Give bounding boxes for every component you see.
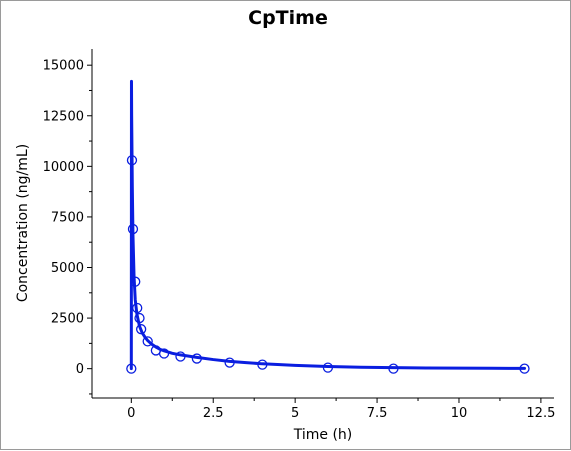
observed-data-point — [158, 348, 170, 359]
axes — [91, 49, 554, 399]
observed-data-point — [322, 362, 334, 373]
x-tick-label: 12.5 — [526, 406, 555, 421]
observed-data-point — [126, 363, 137, 374]
x-tick-label: 10 — [451, 406, 468, 421]
observed-data-point — [224, 357, 235, 368]
x-tick-label: 7.5 — [367, 406, 388, 421]
x-axis-title: Time (h) — [293, 427, 353, 443]
x-tick-label: 2.5 — [203, 406, 224, 421]
data-series — [126, 79, 530, 374]
observed-data-point — [142, 336, 153, 347]
chart-title: CpTime — [248, 7, 328, 29]
observed-data-point — [130, 276, 141, 287]
observed-data-point — [519, 363, 530, 374]
x-axis-ticks: 0 2.5 5 7.5 10 12.5 — [127, 398, 555, 421]
y-tick-label: 7500 — [51, 210, 84, 225]
fitted-curve-line — [129, 79, 527, 371]
observed-data-point — [126, 155, 138, 166]
y-tick-label: 0 — [76, 362, 84, 377]
observed-data-point — [388, 363, 399, 374]
y-axis-title: Concentration (ng/mL) — [15, 144, 31, 302]
y-tick-label: 12500 — [43, 109, 84, 124]
y-tick-label: 5000 — [51, 261, 84, 276]
x-tick-label: 0 — [127, 406, 135, 421]
observed-data-point — [134, 312, 145, 324]
y-tick-label: 15000 — [43, 59, 84, 74]
observed-data-point — [132, 302, 143, 314]
observed-data-point — [257, 359, 268, 370]
y-tick-label: 10000 — [43, 160, 84, 175]
observed-data-point — [135, 324, 147, 335]
observed-data-point — [191, 353, 203, 364]
x-tick-label: 5 — [291, 406, 299, 421]
y-axis-ticks: 0 2500 5000 7500 10000 12500 15000 — [43, 59, 92, 395]
observed-data-point — [127, 223, 139, 235]
y-tick-label: 2500 — [51, 312, 84, 327]
observed-data-point — [175, 351, 186, 362]
